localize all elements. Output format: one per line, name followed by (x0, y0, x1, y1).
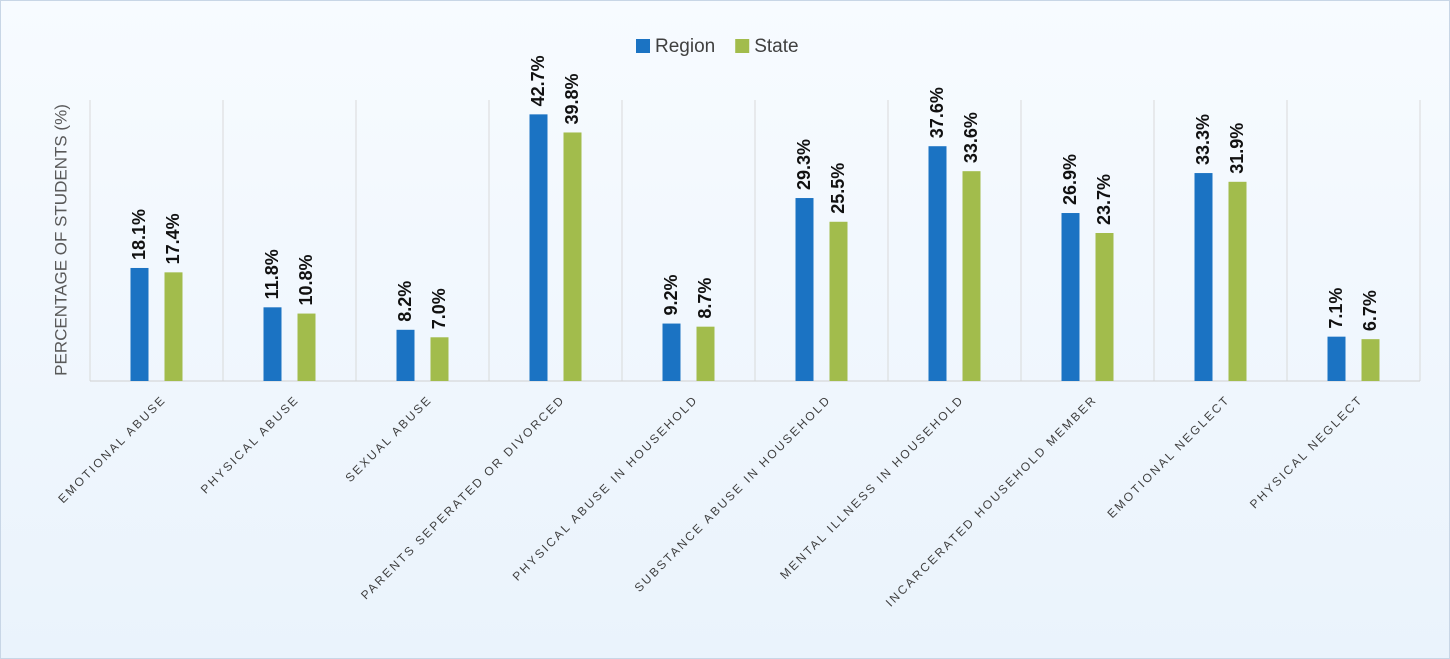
bar (795, 198, 814, 381)
value-label: 17.4% (163, 213, 183, 264)
value-label: 39.8% (562, 73, 582, 124)
bar (130, 267, 149, 381)
bar (1194, 173, 1213, 381)
bar (1327, 336, 1346, 381)
value-label: 26.9% (1060, 154, 1080, 205)
value-label: 7.1% (1326, 288, 1346, 329)
bar (1361, 339, 1380, 381)
bar (164, 272, 183, 381)
value-label: 7.0% (429, 288, 449, 329)
value-label: 10.8% (296, 255, 316, 306)
bar (962, 171, 981, 381)
bar (430, 337, 449, 381)
bar (1061, 213, 1080, 381)
value-label: 8.7% (695, 278, 715, 319)
bar (696, 326, 715, 381)
y-axis-label: PERCENTAGE OF STUDENTS (%) (51, 104, 70, 376)
value-label: 33.3% (1193, 114, 1213, 165)
value-label: 29.3% (794, 139, 814, 190)
value-label: 33.6% (961, 112, 981, 163)
legend-swatch (636, 39, 650, 53)
value-label: 11.8% (262, 249, 282, 299)
value-label: 31.9% (1227, 123, 1247, 174)
bar (1228, 181, 1247, 381)
bar (396, 329, 415, 381)
bar (297, 313, 316, 381)
bar (662, 323, 681, 381)
value-label: 9.2% (661, 275, 681, 316)
legend-label: State (754, 36, 798, 57)
bar (829, 221, 848, 381)
bar (263, 307, 282, 381)
value-label: 25.5% (828, 163, 848, 214)
value-label: 23.7% (1094, 174, 1114, 225)
value-label: 8.2% (395, 281, 415, 322)
legend-label: Region (655, 36, 715, 57)
value-label: 6.7% (1360, 290, 1380, 331)
value-label: 37.6% (927, 87, 947, 138)
bar (1095, 233, 1114, 381)
value-label: 18.1% (129, 209, 149, 260)
legend-swatch (735, 39, 750, 53)
bar (563, 132, 582, 381)
bar (529, 114, 548, 382)
value-label: 42.7% (528, 55, 548, 106)
bar (928, 146, 947, 381)
